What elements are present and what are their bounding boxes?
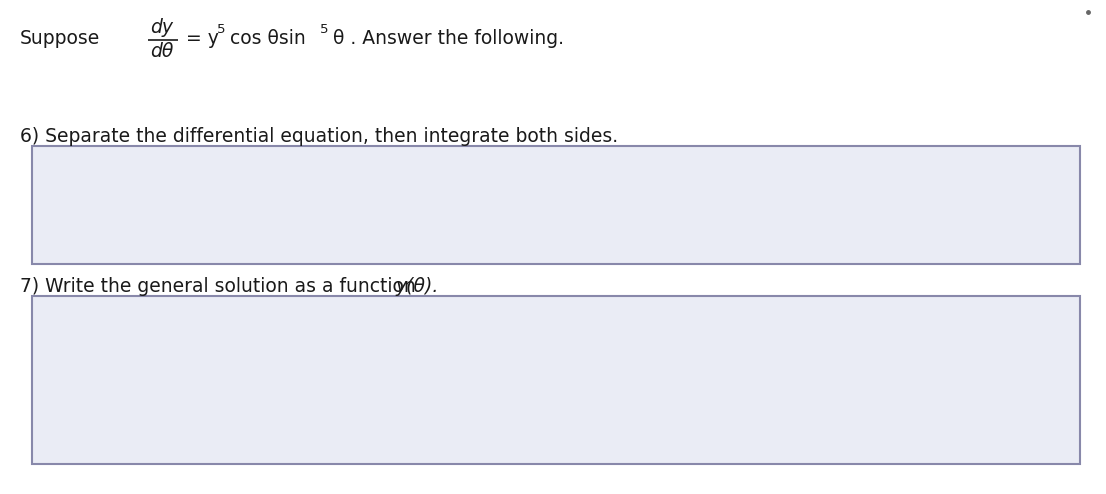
Text: θ . Answer the following.: θ . Answer the following. — [327, 30, 564, 48]
Text: dθ: dθ — [150, 42, 174, 61]
Text: = y: = y — [186, 30, 219, 48]
FancyBboxPatch shape — [32, 146, 1079, 264]
Text: cos θsin: cos θsin — [225, 30, 305, 48]
Text: dy: dy — [150, 18, 173, 38]
Text: 7) Write the general solution as a function: 7) Write the general solution as a funct… — [20, 277, 421, 295]
Text: 5: 5 — [217, 24, 226, 37]
FancyBboxPatch shape — [32, 296, 1079, 464]
Text: y(θ).: y(θ). — [395, 277, 438, 295]
Text: 5: 5 — [320, 24, 328, 37]
Text: 6) Separate the differential equation, then integrate both sides.: 6) Separate the differential equation, t… — [20, 126, 618, 146]
Text: Suppose: Suppose — [20, 30, 101, 48]
